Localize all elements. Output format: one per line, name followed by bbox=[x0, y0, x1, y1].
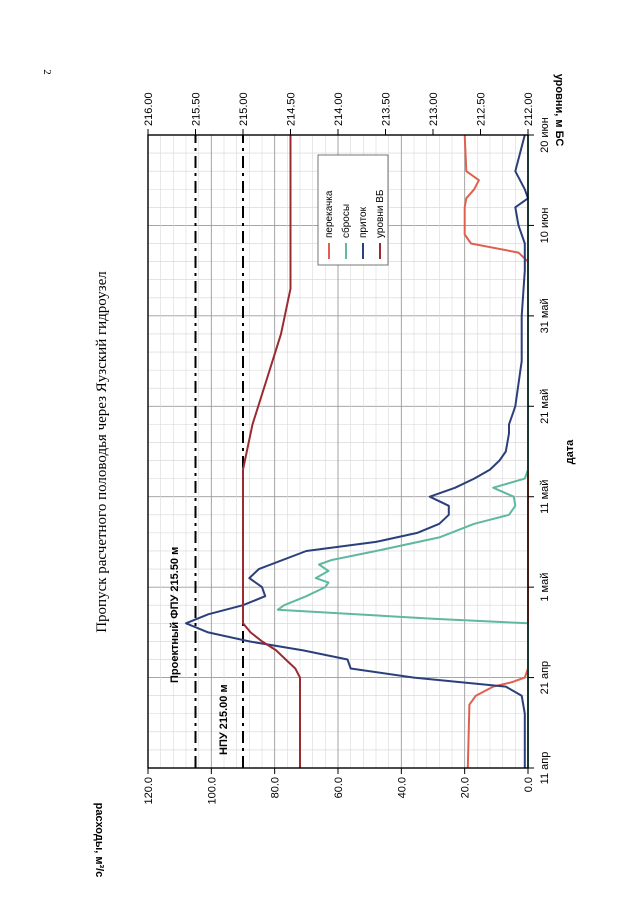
y-right-tick-label: 214.00 bbox=[333, 92, 345, 126]
y-right-tick-label: 214.50 bbox=[286, 92, 298, 126]
series-layer bbox=[185, 134, 529, 769]
plot-frame bbox=[147, 134, 529, 769]
y-left-tick-label: 80.0 bbox=[270, 777, 282, 798]
y-left-axis-title: расходы, м³/с bbox=[93, 803, 105, 878]
legend: перекачка сбросы приток уровни ВБ bbox=[317, 154, 389, 266]
x-axis-title: дата bbox=[564, 439, 576, 464]
annotation-fpu: Проектный ФПУ 215.50 м bbox=[169, 547, 181, 683]
y-right-tick-label: 215.00 bbox=[238, 92, 250, 126]
x-tick-label: 11 май bbox=[539, 480, 551, 514]
y-left-tick-label: 20.0 bbox=[460, 777, 472, 798]
y-right-tick-label: 215.50 bbox=[191, 92, 203, 126]
annotation-layer bbox=[194, 135, 244, 768]
grid-layer bbox=[147, 134, 529, 769]
legend-box bbox=[317, 154, 389, 266]
axis-layer: 11 апр 21 апр 1 май 11 май 21 май 31 май 10 ию… bbox=[143, 92, 551, 804]
x-tick-label: 20 июн bbox=[539, 117, 551, 153]
y-right-tick-label: 213.00 bbox=[428, 92, 440, 126]
y-left-tick-label: 40.0 bbox=[396, 777, 408, 798]
series-line bbox=[242, 135, 301, 768]
x-tick-label: 10 июн bbox=[539, 208, 551, 244]
y-left-tick-label: 120.0 bbox=[143, 777, 155, 805]
y-left-tick-label: 100.0 bbox=[206, 777, 218, 805]
y-right-tick-label: 212.00 bbox=[523, 92, 535, 126]
x-tick-label: 1 май bbox=[539, 573, 551, 602]
annotation-npu: НПУ 215.00 м bbox=[218, 684, 230, 755]
y-right-axis-title: уровни, м БС bbox=[553, 74, 565, 147]
y-left-tick-label: 0.0 bbox=[523, 777, 535, 792]
series-line bbox=[185, 134, 529, 768]
chart-title: Пропуск расчетного половодья через Яузск… bbox=[94, 271, 110, 633]
legend-label: уровни ВБ bbox=[375, 189, 386, 238]
y-right-tick-label: 212.50 bbox=[476, 92, 488, 126]
y-right-tick-label: 213.50 bbox=[381, 92, 393, 126]
series-line bbox=[463, 134, 529, 769]
x-tick-label: 21 май bbox=[539, 389, 551, 424]
x-tick-label: 11 апр bbox=[539, 752, 551, 785]
legend-label: сбросы bbox=[340, 204, 352, 238]
x-tick-label: 21 апр bbox=[539, 661, 551, 694]
x-tick-label: 31 май bbox=[539, 298, 551, 333]
series-line bbox=[276, 135, 529, 768]
legend-label: перекачка bbox=[324, 190, 335, 238]
y-right-tick-label: 216.00 bbox=[143, 92, 155, 126]
legend-label: приток bbox=[358, 206, 369, 238]
y-left-tick-label: 60.0 bbox=[333, 777, 345, 798]
